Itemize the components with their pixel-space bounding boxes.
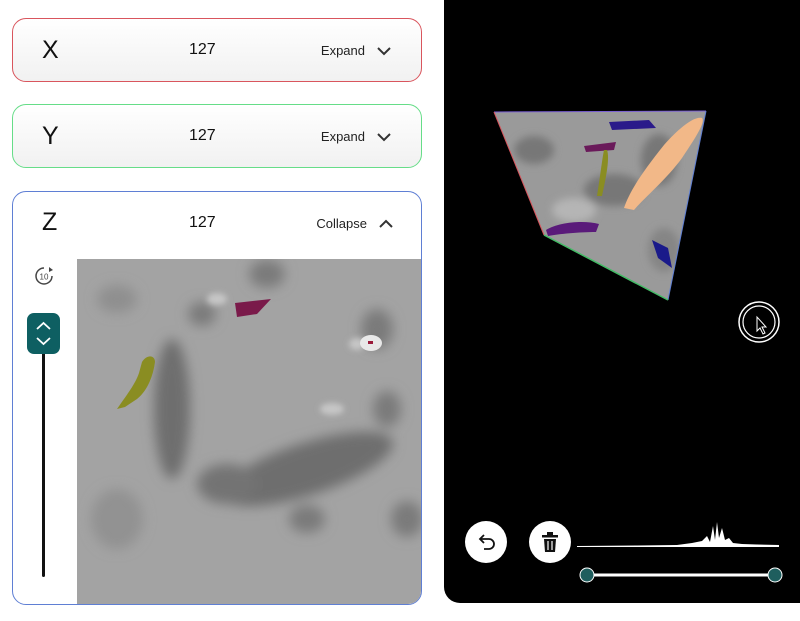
- x-slice-panel: X 127 Expand: [12, 18, 422, 82]
- undo-button[interactable]: [465, 521, 507, 563]
- range-max-handle[interactable]: [767, 567, 783, 583]
- x-axis-label: X: [42, 36, 59, 64]
- z-collapse-button[interactable]: Collapse: [316, 216, 393, 231]
- label-segment: [584, 142, 616, 152]
- rotate-label: 10: [40, 273, 49, 282]
- label-segment: [609, 120, 656, 130]
- chevron-up-icon: [379, 219, 393, 228]
- chevron-down-icon: [377, 132, 391, 141]
- x-expand-button[interactable]: Expand: [321, 43, 391, 58]
- intensity-range-slider[interactable]: [577, 565, 791, 585]
- x-slice-value: 127: [189, 41, 216, 58]
- chevron-down-icon: [377, 46, 391, 55]
- label-segment: [117, 356, 155, 409]
- label-segment: [624, 117, 703, 210]
- x-expand-label: Expand: [320, 43, 365, 58]
- 3d-viewer[interactable]: [444, 0, 800, 603]
- label-segment: [546, 222, 599, 236]
- 3d-volume-render[interactable]: [444, 0, 800, 603]
- slice-slider-handle[interactable]: [27, 313, 60, 354]
- z-slice-image[interactable]: [77, 259, 422, 605]
- label-segment: [597, 150, 609, 196]
- y-slice-panel: Y 127 Expand: [12, 104, 422, 168]
- chevron-updown-icon: [36, 321, 51, 346]
- z-collapse-label: Collapse: [316, 216, 367, 231]
- delete-button[interactable]: [529, 521, 571, 563]
- rotate-10-icon[interactable]: 10: [34, 266, 54, 286]
- y-axis-label: Y: [42, 122, 59, 150]
- y-slice-value: 127: [189, 127, 216, 144]
- range-min-handle[interactable]: [579, 567, 595, 583]
- trash-icon: [542, 532, 558, 552]
- label-segment: [235, 299, 271, 317]
- intensity-histogram: [577, 522, 779, 547]
- undo-icon: [478, 534, 495, 550]
- slice-slider-track[interactable]: [42, 337, 45, 577]
- label-segment: [652, 240, 672, 268]
- y-expand-button[interactable]: Expand: [321, 129, 391, 144]
- cursor-icon: [738, 301, 780, 343]
- label-segment: [368, 341, 373, 344]
- y-expand-label: Expand: [320, 129, 365, 144]
- z-axis-label: Z: [42, 208, 58, 236]
- z-slice-value: 127: [189, 214, 216, 231]
- z-slice-panel: Z 127 Collapse 10: [12, 191, 422, 605]
